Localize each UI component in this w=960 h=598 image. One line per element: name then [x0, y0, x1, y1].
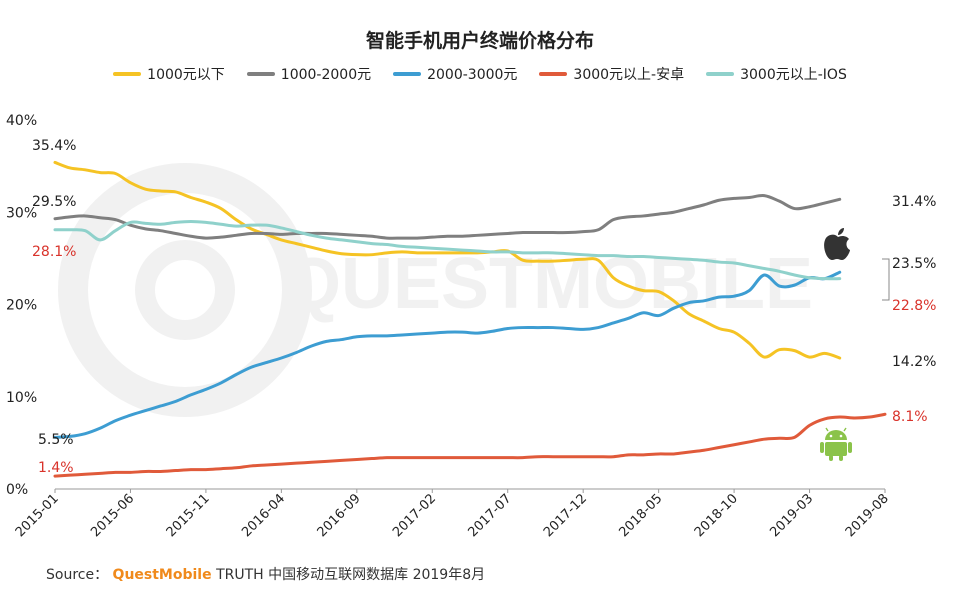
legend-swatch — [393, 72, 422, 76]
legend-item: 3000元以上-IOS — [706, 64, 847, 84]
x-tick-label: 2016-04 — [239, 491, 288, 540]
legend-swatch — [706, 72, 735, 76]
x-tick-label: 2015-06 — [88, 491, 137, 540]
y-tick-label: 20% — [6, 298, 37, 314]
y-tick-label: 30% — [6, 205, 37, 221]
series-start-label: 35.4% — [32, 138, 76, 154]
x-tick-label: 2017-12 — [541, 491, 590, 540]
x-tick-label: 2016-09 — [315, 491, 364, 540]
source-brand: QuestMobile — [112, 567, 212, 583]
source-note: Source： QuestMobile TRUTH 中国移动互联网数据库 201… — [46, 564, 485, 584]
series-line-1 — [53, 160, 842, 360]
x-tick-label: 2015-01 — [13, 491, 62, 540]
legend: 1000元以下 1000-2000元 2000-3000元 3000元以上-安卓… — [0, 64, 960, 84]
x-tick-label: 2017-07 — [466, 491, 515, 540]
series-line-5 — [53, 219, 842, 281]
series-start-label: 5.5% — [38, 432, 74, 448]
source-text: TRUTH 中国移动互联网数据库 2019年8月 — [216, 567, 486, 583]
series-line-4 — [53, 412, 887, 478]
x-tick-label: 2018-10 — [692, 491, 741, 540]
x-tick-label: 2015-11 — [164, 491, 213, 540]
watermark-text: QUESTMOBILE — [285, 244, 813, 324]
series-end-label: 23.5% — [892, 256, 936, 272]
legend-item: 3000元以上-安卓 — [539, 64, 684, 84]
legend-item: 1000-2000元 — [246, 64, 372, 84]
watermark-logo-ring — [58, 163, 312, 417]
series-start-label: 28.1% — [32, 244, 76, 260]
y-tick-label: 10% — [6, 390, 37, 406]
y-tick-label: 40% — [6, 113, 37, 129]
watermark-logo-core — [135, 240, 235, 340]
series-end-label: 22.8% — [892, 298, 936, 314]
end-label-bracket — [882, 258, 890, 301]
legend-swatch — [113, 72, 142, 76]
chart-title: 智能手机用户终端价格分布 — [365, 30, 594, 52]
watermark: QUESTMOBILE — [58, 163, 813, 417]
legend-swatch — [539, 72, 568, 76]
legend-item: 1000元以下 — [113, 64, 225, 84]
legend-label: 1000元以下 — [147, 67, 225, 83]
series-start-label: 29.5% — [32, 194, 76, 210]
apple-icon — [824, 228, 850, 260]
x-tick-label: 2019-03 — [767, 491, 816, 540]
source-prefix: Source： — [46, 567, 109, 583]
series-start-label: 1.4% — [38, 460, 74, 476]
series-end-label: 14.2% — [892, 354, 936, 370]
x-tick-label: 2019-08 — [843, 491, 892, 540]
series-line-3 — [53, 270, 842, 439]
x-tick-label: 2018-05 — [616, 491, 665, 540]
android-icon — [820, 427, 852, 461]
legend-label: 2000-3000元 — [427, 67, 518, 83]
legend-label: 1000-2000元 — [280, 67, 372, 83]
legend-swatch — [246, 72, 275, 76]
y-tick-label: 0% — [6, 482, 28, 498]
legend-label: 3000元以上-IOS — [740, 67, 847, 83]
x-tick-label: 2017-02 — [390, 491, 439, 540]
legend-label: 3000元以上-安卓 — [573, 67, 685, 83]
legend-item: 2000-3000元 — [393, 64, 517, 84]
series-end-label: 8.1% — [892, 409, 928, 425]
series-end-label: 31.4% — [892, 194, 936, 210]
series-line-2 — [53, 194, 842, 240]
